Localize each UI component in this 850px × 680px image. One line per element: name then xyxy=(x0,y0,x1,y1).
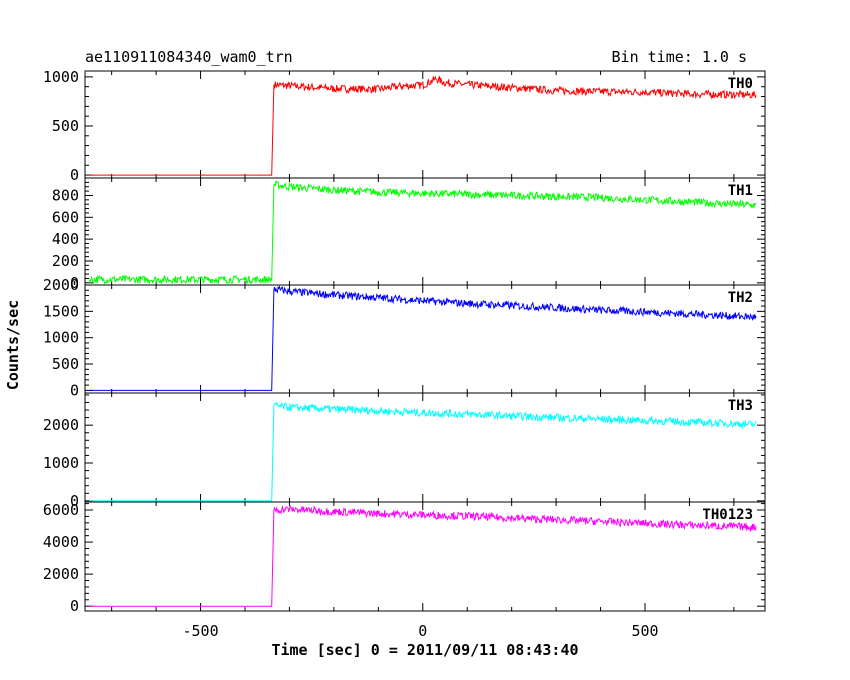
y-tick-label: 0 xyxy=(70,274,79,292)
panel-th1: 0 200 400 600 800 TH1 xyxy=(52,177,766,292)
panels: 0 500 1000 TH0 0 200 400 600 800 TH1 0 500 1000 1500 2… xyxy=(43,68,766,640)
y-tick-label: 2000 xyxy=(43,416,79,434)
y-tick-label: 4000 xyxy=(43,533,79,551)
series-label-th0123: TH0123 xyxy=(702,507,753,523)
panel-th0: 0 500 1000 TH0 xyxy=(43,68,766,184)
x-tick-label: 0 xyxy=(418,622,427,640)
series-label-th2: TH2 xyxy=(728,290,753,306)
y-tick-label: 500 xyxy=(52,355,79,373)
series-line-th2 xyxy=(89,285,757,391)
y-tick-label: 200 xyxy=(52,252,79,270)
y-tick-label: 400 xyxy=(52,230,79,248)
x-axis-label: Time [sec] 0 = 2011/09/11 08:43:40 xyxy=(271,641,578,659)
y-tick-label: 2000 xyxy=(43,276,79,294)
y-tick-label: 1000 xyxy=(43,454,79,472)
panel-th0123: 0 2000 4000 6000 TH0123 xyxy=(43,501,766,615)
y-tick-label: 0 xyxy=(70,492,79,510)
series-line-th0 xyxy=(89,75,757,176)
y-tick-label: 800 xyxy=(52,186,79,204)
bin-time-label: Bin time: 1.0 s xyxy=(612,48,747,66)
y-tick-label: 0 xyxy=(70,166,79,184)
y-tick-label: 6000 xyxy=(43,501,79,519)
y-tick-label: 0 xyxy=(70,381,79,399)
y-tick-label: 0 xyxy=(70,597,79,615)
y-tick-label: 600 xyxy=(52,208,79,226)
panel-th3: 0 1000 2000 TH3 xyxy=(43,392,766,510)
panel-th2: 0 500 1000 1500 2000 TH2 xyxy=(43,276,766,399)
series-line-th3 xyxy=(89,401,757,502)
chart-title: ae110911084340_wam0_trn xyxy=(85,48,293,66)
y-tick-label: 1000 xyxy=(43,329,79,347)
panel-frame xyxy=(84,501,766,612)
y-tick-label: 1500 xyxy=(43,302,79,320)
series-line-th1 xyxy=(88,180,757,285)
y-axis-label: Counts/sec xyxy=(4,300,22,390)
y-tick-label: 2000 xyxy=(43,565,79,583)
x-tick-label: 500 xyxy=(631,622,658,640)
y-tick-label: 500 xyxy=(52,117,79,135)
x-tick-label: -500 xyxy=(182,622,218,640)
series-label-th1: TH1 xyxy=(728,183,753,199)
y-tick-label: 1000 xyxy=(43,68,79,86)
series-line-th0123 xyxy=(89,504,757,607)
series-label-th3: TH3 xyxy=(728,398,753,414)
panel-frame xyxy=(84,392,766,503)
series-label-th0: TH0 xyxy=(728,76,753,92)
